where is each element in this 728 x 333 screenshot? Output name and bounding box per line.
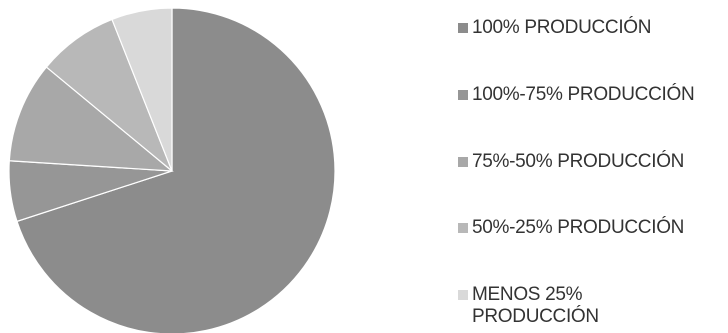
legend-label-100: 100% PRODUCCIÓN xyxy=(472,17,652,38)
pie-slice-100 xyxy=(16,7,336,333)
legend-swatch-50-25 xyxy=(458,223,468,233)
legend-label-75-50: 75%-50% PRODUCCIÓN xyxy=(472,151,685,172)
pie-chart xyxy=(8,7,336,333)
legend-label-100-75: 100%-75% PRODUCCIÓN xyxy=(472,84,695,105)
legend-swatch-menos-25 xyxy=(458,290,468,300)
legend-item-100-75: 100%-75% PRODUCCIÓN xyxy=(458,84,727,106)
legend-label-menos-25: MENOS 25% PRODUCCIÓN xyxy=(472,284,599,327)
pie-slice-menos-25 xyxy=(111,7,173,172)
legend-swatch-100 xyxy=(458,23,468,33)
legend-item-75-50: 75%-50% PRODUCCIÓN xyxy=(458,151,727,173)
legend-label-50-25: 50%-25% PRODUCCIÓN xyxy=(472,217,685,238)
legend-item-menos-25: MENOS 25% PRODUCCIÓN xyxy=(458,284,622,328)
legend-swatch-100-75 xyxy=(458,90,468,100)
legend-item-100: 100% PRODUCCIÓN xyxy=(458,17,727,39)
legend-item-50-25: 50%-25% PRODUCCIÓN xyxy=(458,217,727,239)
pie-slice-75-50 xyxy=(8,66,174,172)
legend-swatch-75-50 xyxy=(458,157,468,167)
legend: 100% PRODUCCIÓN 100%-75% PRODUCCIÓN 75%-… xyxy=(458,0,728,333)
